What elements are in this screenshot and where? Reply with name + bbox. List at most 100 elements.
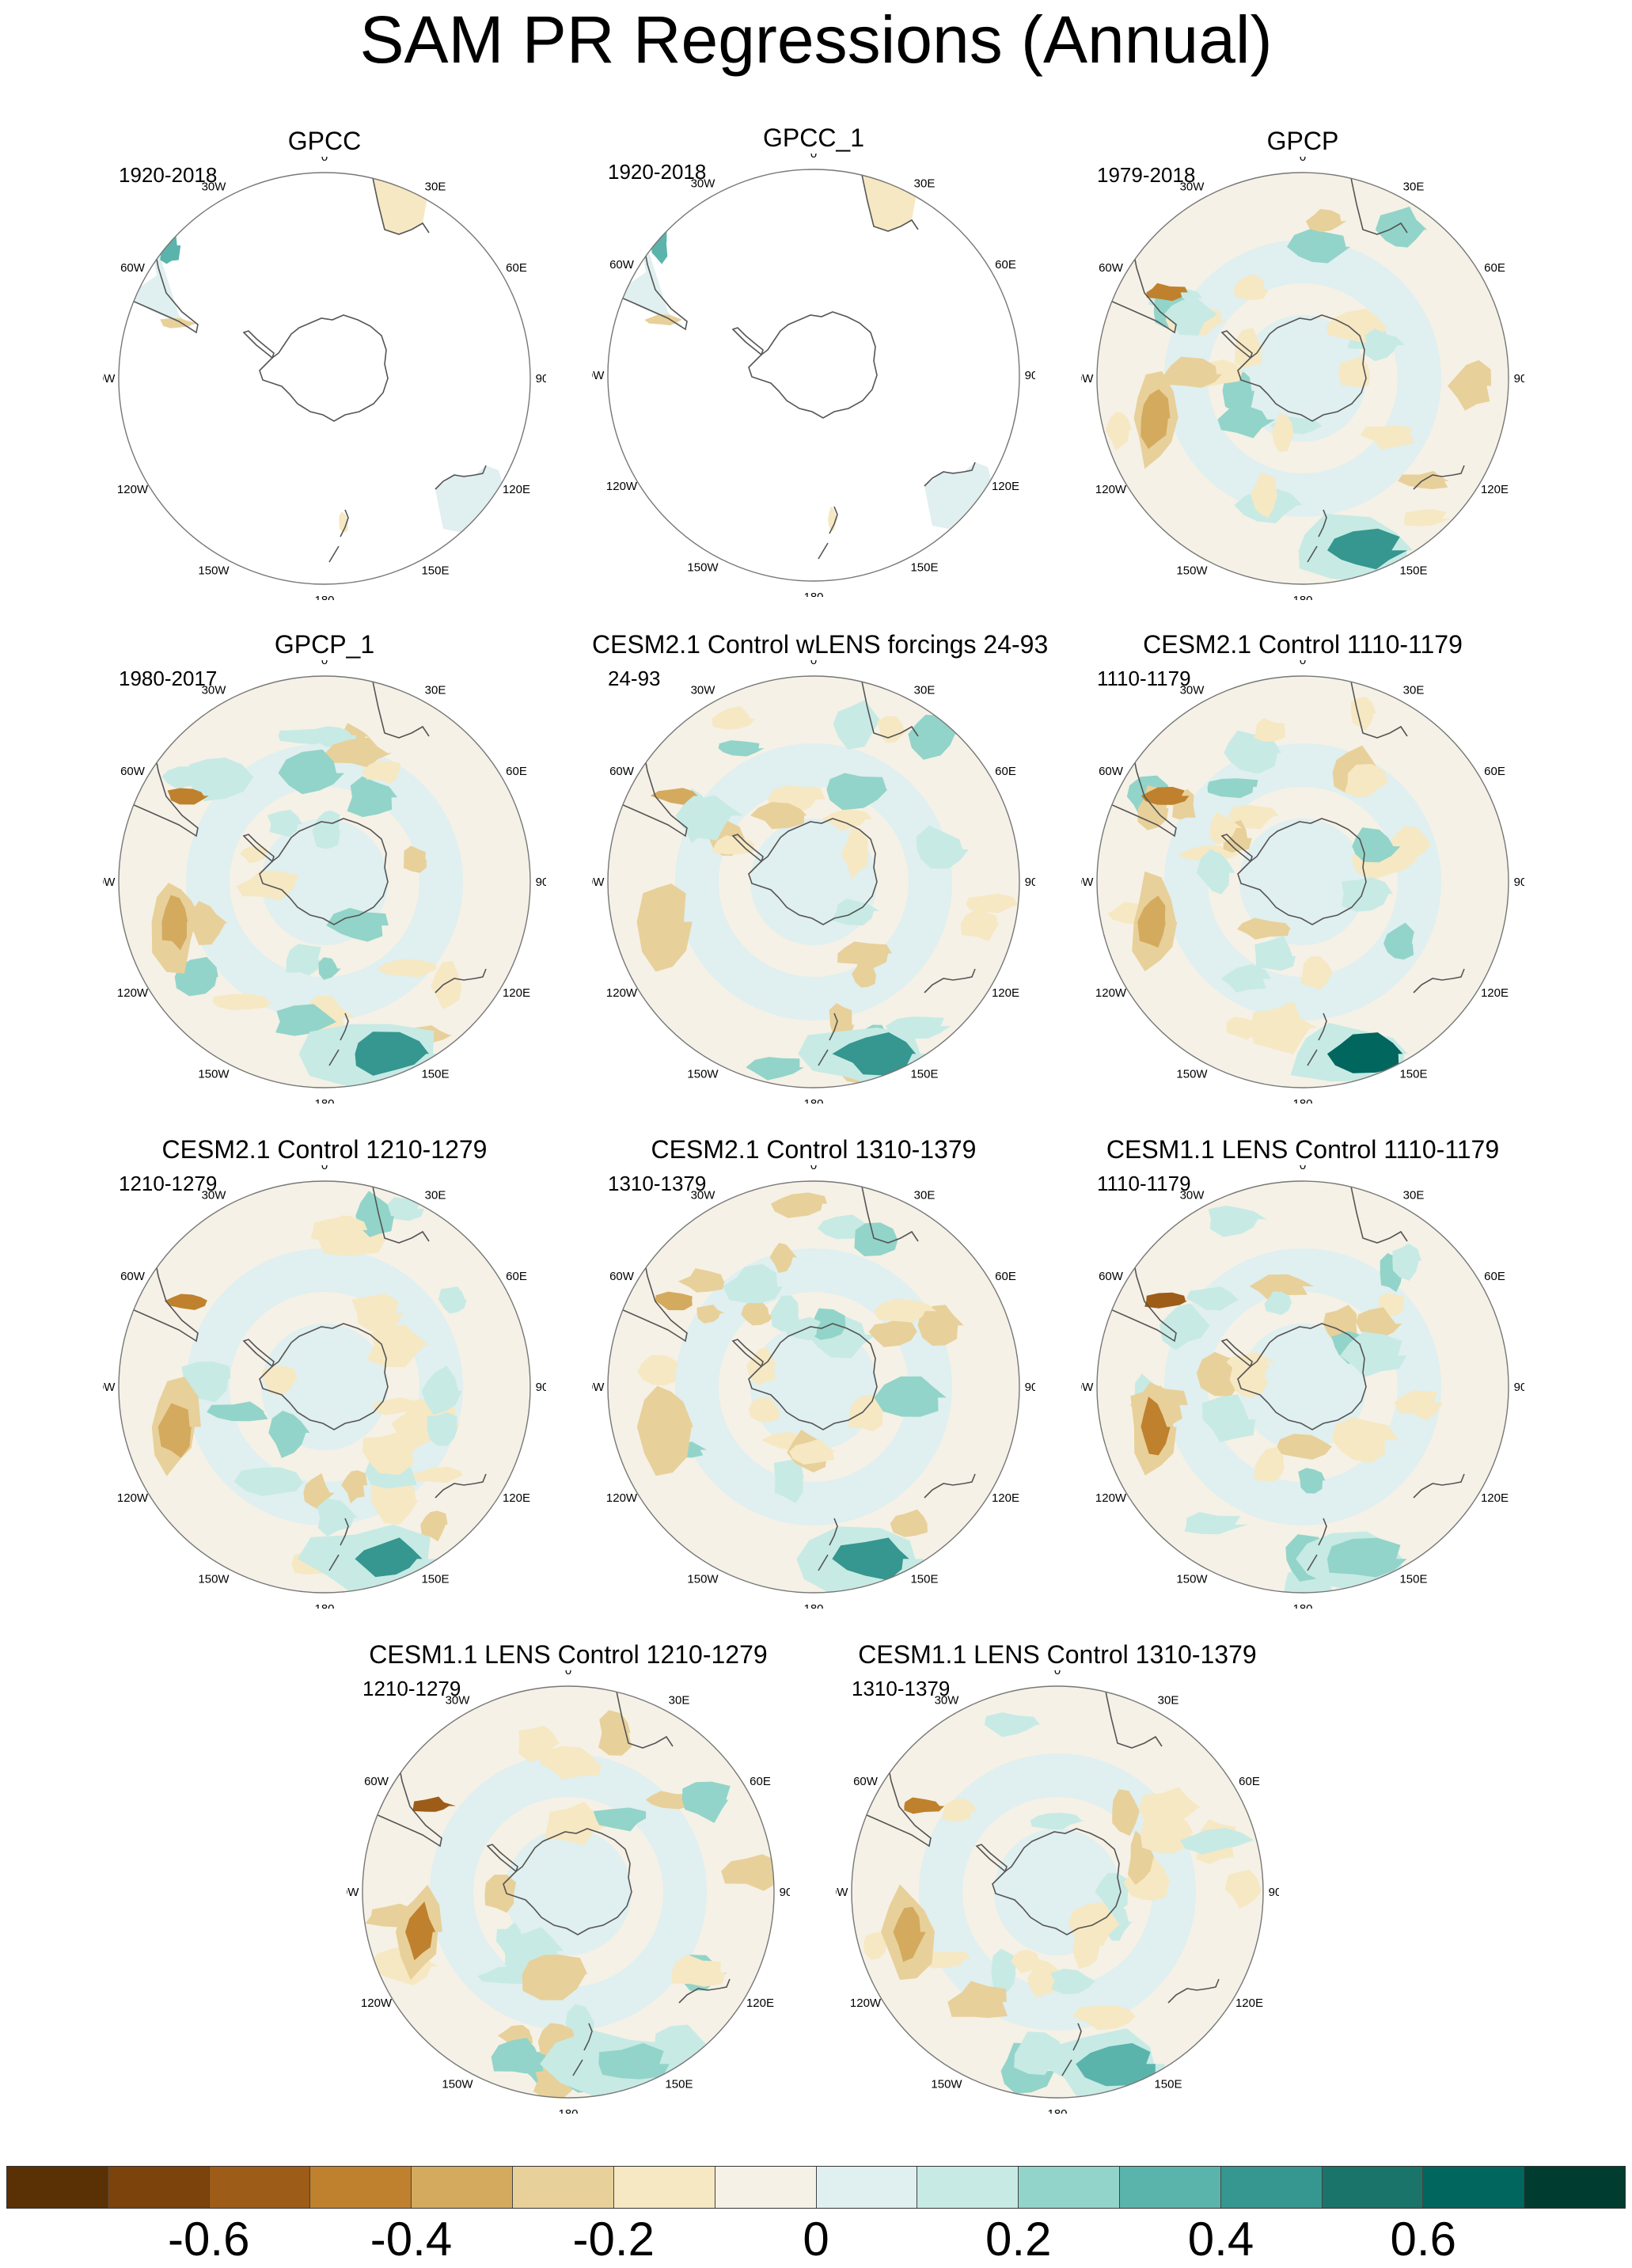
anomaly-contour: [593, 1807, 647, 1832]
coastline-new-zealand: [818, 506, 838, 560]
longitude-label: 180: [314, 1097, 334, 1104]
colorbar-tick-label: 0.4: [1187, 2213, 1254, 2266]
anomaly-contour: [303, 1473, 335, 1511]
anomaly-contour: [874, 1376, 947, 1417]
coastline-africa: [860, 677, 919, 739]
anomaly-contour: [942, 1798, 977, 1822]
anomaly-contour: [1226, 1016, 1261, 1040]
coastline-antarctica: [259, 314, 389, 422]
anomaly-contour: [1338, 355, 1371, 388]
coastline-peninsula: [486, 1844, 518, 1873]
coastline-new-zealand: [328, 1518, 349, 1571]
anomaly-contour: [239, 845, 268, 864]
longitude-label: 60W: [364, 1775, 389, 1788]
longitude-label: 60E: [750, 1775, 771, 1788]
panel-period: 1979-2018: [1097, 163, 1196, 187]
anomaly-contour: [1254, 1446, 1285, 1482]
coastline-peninsula: [731, 834, 764, 863]
anomaly-contour: [653, 1398, 682, 1453]
anomaly-contour: [863, 1932, 887, 1960]
anomaly-contour: [1448, 359, 1492, 411]
anomaly-contour: [1272, 413, 1294, 453]
anomaly-contour: [991, 1948, 1017, 1996]
panel-title: CESM2.1 Control 1110-1179: [1143, 630, 1463, 659]
colorbar-box: [108, 2167, 210, 2208]
anomaly-contour: [355, 1031, 429, 1076]
longitude-label: 30E: [1158, 1694, 1179, 1708]
coastline-antarctica: [259, 818, 389, 925]
panel-period: 24-93: [608, 667, 661, 690]
longitude-label: 30E: [1403, 180, 1425, 194]
anomaly-contour: [484, 1875, 517, 1913]
longitude-label: 90E: [1025, 1381, 1035, 1394]
longitude-label: 150E: [1399, 564, 1427, 578]
coastline-antarctica: [1237, 818, 1367, 925]
anomaly-contour: [404, 1466, 464, 1484]
longitude-label: 0: [1300, 157, 1306, 164]
coastline-new-zealand: [1307, 509, 1327, 563]
anomaly-contour: [366, 1324, 430, 1368]
anomaly-contour: [984, 1712, 1040, 1738]
colorbar: [6, 2166, 1626, 2209]
anomaly-contour: [644, 313, 683, 325]
anomaly-contour: [1141, 389, 1171, 450]
panel-title: CESM1.1 LENS Control 1310-1379: [858, 1640, 1257, 1669]
coastline-australia: [924, 1473, 976, 1499]
anomaly-contour: [1186, 1286, 1240, 1311]
map-border: [118, 1180, 531, 1594]
coastline-antarctica: [259, 1323, 389, 1430]
anomaly-contour: [890, 1509, 928, 1537]
anomaly-contour: [278, 749, 344, 795]
longitude-label: 120W: [606, 986, 638, 1000]
anomaly-contour: [286, 944, 321, 976]
longitude-label: 120E: [503, 986, 530, 1000]
panel-period: 1920-2018: [119, 163, 218, 187]
longitude-label: 60W: [1099, 261, 1124, 275]
anomaly-contour: [616, 203, 685, 329]
map-border: [118, 675, 531, 1088]
longitude-label: 150W: [1176, 564, 1208, 578]
anomaly-contour: [1357, 1307, 1402, 1338]
anomaly-contour: [649, 890, 681, 943]
longitude-label: 150W: [687, 561, 719, 575]
anomaly-contour: [188, 901, 228, 945]
longitude-label: 150E: [910, 1068, 938, 1081]
coastline-australia: [435, 1473, 487, 1499]
anomaly-contour: [1184, 1512, 1248, 1535]
anomaly-contour: [966, 893, 1019, 914]
coastline-peninsula: [731, 1339, 764, 1368]
anomaly-contour: [1180, 1828, 1254, 1855]
longitude-label: 120W: [361, 1996, 393, 2010]
anomaly-contour: [207, 1401, 268, 1422]
longitude-label: 30W: [202, 1189, 227, 1202]
anomaly-contour: [167, 788, 209, 805]
longitude-label: 30W: [202, 180, 227, 194]
longitude-label: 30E: [425, 684, 446, 697]
longitude-label: 60E: [1239, 1775, 1260, 1788]
anomaly-contour: [833, 700, 884, 750]
map-panel: CESM2.1 Control 1310-1379 1310-1379 0 30E 60…: [592, 1134, 1035, 1609]
longitude-label: 120W: [1095, 986, 1127, 1000]
colorbar-tick-label: -0.6: [168, 2213, 250, 2266]
panel-period: 1310-1379: [852, 1677, 951, 1700]
longitude-label: 150W: [687, 1068, 719, 1081]
longitude-label: 120E: [1481, 986, 1509, 1000]
panel-title: CESM2.1 Control 1310-1379: [651, 1135, 977, 1164]
longitude-label: 150W: [198, 1068, 230, 1081]
longitude-label: 60E: [1484, 261, 1505, 275]
map-border: [851, 1685, 1264, 2099]
anomaly-contour: [495, 1922, 522, 1955]
longitude-label: 120E: [992, 480, 1019, 493]
coastline-peninsula: [975, 1844, 1008, 1873]
anomaly-contour: [769, 1243, 797, 1273]
anomaly-contour: [522, 1955, 588, 2000]
coastline-new-zealand: [328, 509, 349, 563]
panel-period: 1110-1179: [1097, 1172, 1191, 1195]
panel-period: 1310-1379: [608, 1172, 707, 1195]
colorbar-box: [613, 2167, 715, 2208]
map-panel: CESM2.1 Control 1110-1179 1110-1179 0 30E 60…: [1081, 629, 1524, 1104]
anomaly-contour: [1387, 826, 1432, 863]
longitude-label: 30W: [691, 177, 716, 191]
anomaly-contour: [1360, 425, 1414, 450]
